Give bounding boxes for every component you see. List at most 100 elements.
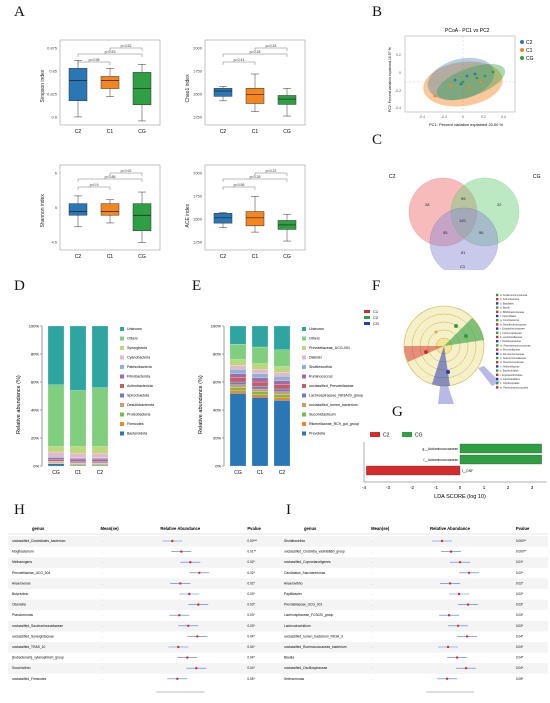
table-row-stripe — [8, 642, 280, 653]
effect-point — [198, 571, 201, 574]
ytick-label: 0% — [215, 464, 221, 469]
table-row-stripe — [280, 578, 548, 589]
p-value-label: p=0.22 — [266, 169, 277, 173]
legend-label: Fibrobacterota — [127, 375, 150, 379]
bar-segment-unclassified_rumen_bacterium — [251, 388, 269, 392]
group-label: CG — [138, 254, 146, 260]
bar-segment-proteobacteria — [91, 463, 109, 465]
bar-segment-synergistota — [47, 446, 65, 453]
effect-point — [455, 656, 459, 659]
effect-point — [195, 667, 198, 670]
lda-xtick: -1 — [434, 485, 438, 490]
ytick-label: 6 — [55, 171, 58, 176]
pcoa-ellipse-c1 — [423, 61, 503, 107]
effect-point — [188, 592, 191, 596]
bar-segment-lachnospiraceae_nk3a20_group — [273, 388, 291, 392]
lda-bar-label: f__Acidaminococcaceae — [423, 458, 458, 462]
lda-legend-label: C2 — [383, 433, 390, 439]
svg-text:81: 81 — [461, 250, 466, 255]
table-mean: … — [100, 624, 103, 628]
legend-swatch — [302, 431, 306, 436]
legend-swatch — [302, 327, 306, 331]
y-axis-label: ACE index — [185, 203, 191, 227]
bar-segment-desulfobacterota — [47, 461, 65, 463]
bar-segment-rikenellaceae_rc9_gut_group — [229, 390, 247, 394]
bar-segment-others — [229, 344, 247, 360]
box-C2 — [68, 68, 88, 101]
effect-point — [186, 656, 189, 659]
table-genus: unclassified_Ruminococcaceae_bacterium — [284, 645, 347, 649]
legend-label: Others — [309, 337, 320, 341]
bar-segment-actinobacteriota — [91, 461, 109, 463]
bar-segment-shuttleworthia — [229, 369, 247, 374]
bar-segment-spirochaetota — [91, 462, 109, 464]
svg-text:55: 55 — [443, 230, 448, 235]
table-pvalue: 0.02* — [516, 592, 524, 596]
cladogram-rings — [403, 305, 500, 404]
table-mean: … — [100, 560, 103, 564]
significance-bracket — [77, 53, 143, 57]
significance-bracket — [77, 186, 111, 190]
legend-label: Actinobacteriota — [127, 384, 153, 388]
side-legend-swatch — [496, 377, 499, 381]
table-pvalue: 0.00*** — [247, 539, 258, 543]
table-pvalue: 0.04* — [516, 666, 524, 670]
legend-label: Unknown — [127, 327, 142, 331]
boxplot-1: 2000 1750 1500 1250 Chao1 index C2 C1 CG p=0.41 p… — [185, 39, 306, 135]
legend-label: Succiniclasticum — [309, 413, 336, 417]
table-row-stripe — [280, 663, 548, 674]
table-pvalue: 0.000** — [516, 550, 527, 554]
p-value-label: p=0.28 — [250, 50, 261, 54]
y-axis-label: Chao1 index — [185, 74, 191, 103]
table-genus: unclassified_Oscillospiraceae — [284, 666, 327, 670]
venn-label-c2: C2 — [389, 174, 396, 180]
table-pvalue: 0.04* — [516, 645, 524, 649]
table-pvalue: 0.03* — [516, 603, 524, 607]
bar-segment-dialister — [251, 369, 269, 374]
bar-segment-prevotella — [229, 393, 247, 467]
legend-label: Proteobacteria — [127, 413, 150, 417]
y-axis-label: Relative abundance (%) — [16, 375, 22, 434]
group-label: CG — [283, 254, 291, 260]
effect-point — [445, 677, 449, 680]
panel-label-h: H — [14, 502, 25, 518]
svg-text:CG: CG — [526, 56, 534, 62]
bar-segment-synergistota — [69, 446, 87, 454]
legend-swatch — [120, 346, 124, 350]
legend-label: Synergistota — [127, 346, 147, 350]
table-row-stripe — [8, 578, 280, 589]
legend-label: Firmicutes — [127, 422, 144, 426]
box-C1 — [245, 211, 265, 227]
side-legend-swatch — [496, 348, 499, 351]
side-legend-label: w: Peptostreptococcales — [500, 385, 529, 389]
side-legend-swatch — [496, 314, 499, 318]
bar-segment-actinobacteriota — [47, 459, 65, 462]
ytick-label: 0.875 — [47, 46, 58, 51]
box-C1 — [100, 76, 120, 89]
table-mean: … — [100, 613, 103, 617]
boxplot-frame — [204, 164, 306, 251]
table-pvalue: 0.04* — [247, 634, 255, 638]
side-legend-swatch — [496, 373, 499, 376]
svg-text:22: 22 — [497, 202, 502, 207]
side-legend-swatch — [496, 323, 499, 326]
table-pvalue: 0.03* — [516, 624, 524, 628]
legend-label: Lachnospiraceae_NK3A20_group — [309, 394, 363, 398]
table-genus: Prevotellaceae_UCG_004 — [12, 571, 50, 575]
ytick-label: 60% — [213, 380, 221, 385]
bar-segment-firmicutes — [47, 463, 65, 464]
side-legend-swatch — [496, 335, 499, 339]
bar-segment-proteobacteria — [69, 463, 87, 465]
table-genus: Shuttleworthia — [284, 539, 305, 543]
table-header: Pvalue — [247, 526, 261, 531]
bar-segment-lachnospiraceae_nk3a20_group — [251, 386, 269, 390]
table-pvalue: 0.05* — [516, 677, 524, 681]
bar-segment-unknown — [273, 325, 291, 350]
side-legend-swatch — [496, 382, 499, 385]
side-legend-label: d: Bacilli — [500, 306, 510, 310]
ytick-label: 0% — [33, 464, 39, 469]
legend-label: Unknown — [309, 327, 324, 331]
side-legend-label: f: Clostridiales — [500, 314, 517, 318]
panel-label-e: E — [192, 278, 202, 294]
